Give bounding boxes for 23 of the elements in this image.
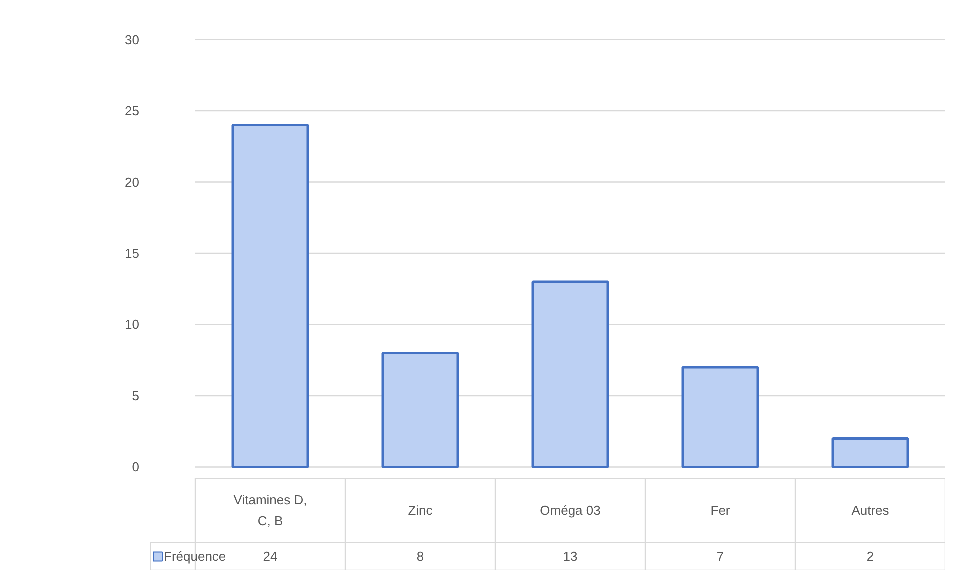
data-label: 13 (563, 549, 578, 564)
data-label: 24 (263, 549, 278, 564)
x-tick-label: Oméga 03 (540, 503, 601, 518)
legend-label: Fréquence (164, 549, 226, 564)
bar (832, 437, 910, 468)
x-tick-label: Vitamines D, C, B (234, 492, 308, 529)
y-tick-label: 10 (125, 317, 140, 332)
x-tick-label: Autres (852, 503, 890, 518)
bar (682, 366, 760, 468)
y-tick-label: 25 (125, 104, 140, 119)
y-tick-label: 20 (125, 174, 140, 190)
data-label: 2 (866, 549, 874, 564)
bar (532, 280, 610, 468)
y-tick-label: 30 (125, 32, 140, 48)
x-tick-label: Zinc (408, 503, 434, 518)
y-tick-label: 15 (125, 246, 140, 261)
bar (382, 352, 460, 468)
bar (232, 124, 310, 468)
y-tick-label: 5 (132, 388, 140, 404)
y-tick-label: 0 (132, 460, 140, 475)
x-tick-label: Fer (710, 503, 731, 518)
data-label: 7 (716, 549, 724, 564)
data-label: 8 (416, 549, 424, 564)
